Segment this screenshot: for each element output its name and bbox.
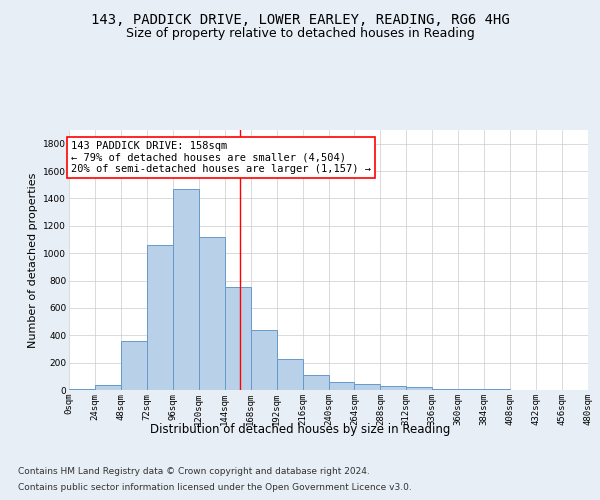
Text: Contains public sector information licensed under the Open Government Licence v3: Contains public sector information licen… — [18, 482, 412, 492]
Text: Distribution of detached houses by size in Reading: Distribution of detached houses by size … — [150, 422, 450, 436]
Bar — [329, 382, 355, 390]
Bar — [199, 236, 224, 390]
Text: Size of property relative to detached houses in Reading: Size of property relative to detached ho… — [125, 28, 475, 40]
Bar — [355, 384, 380, 390]
Bar — [302, 375, 329, 390]
Bar — [69, 388, 95, 390]
Text: 143 PADDICK DRIVE: 158sqm
← 79% of detached houses are smaller (4,504)
20% of se: 143 PADDICK DRIVE: 158sqm ← 79% of detac… — [71, 141, 371, 174]
Bar — [225, 288, 251, 390]
Text: Contains HM Land Registry data © Crown copyright and database right 2024.: Contains HM Land Registry data © Crown c… — [18, 468, 370, 476]
Bar — [251, 330, 277, 390]
Bar — [277, 359, 302, 390]
Bar — [432, 388, 458, 390]
Bar — [147, 245, 173, 390]
Bar — [380, 386, 406, 390]
Text: 143, PADDICK DRIVE, LOWER EARLEY, READING, RG6 4HG: 143, PADDICK DRIVE, LOWER EARLEY, READIN… — [91, 12, 509, 26]
Bar — [121, 340, 147, 390]
Bar — [173, 189, 199, 390]
Bar — [95, 385, 121, 390]
Bar — [406, 387, 432, 390]
Y-axis label: Number of detached properties: Number of detached properties — [28, 172, 38, 348]
